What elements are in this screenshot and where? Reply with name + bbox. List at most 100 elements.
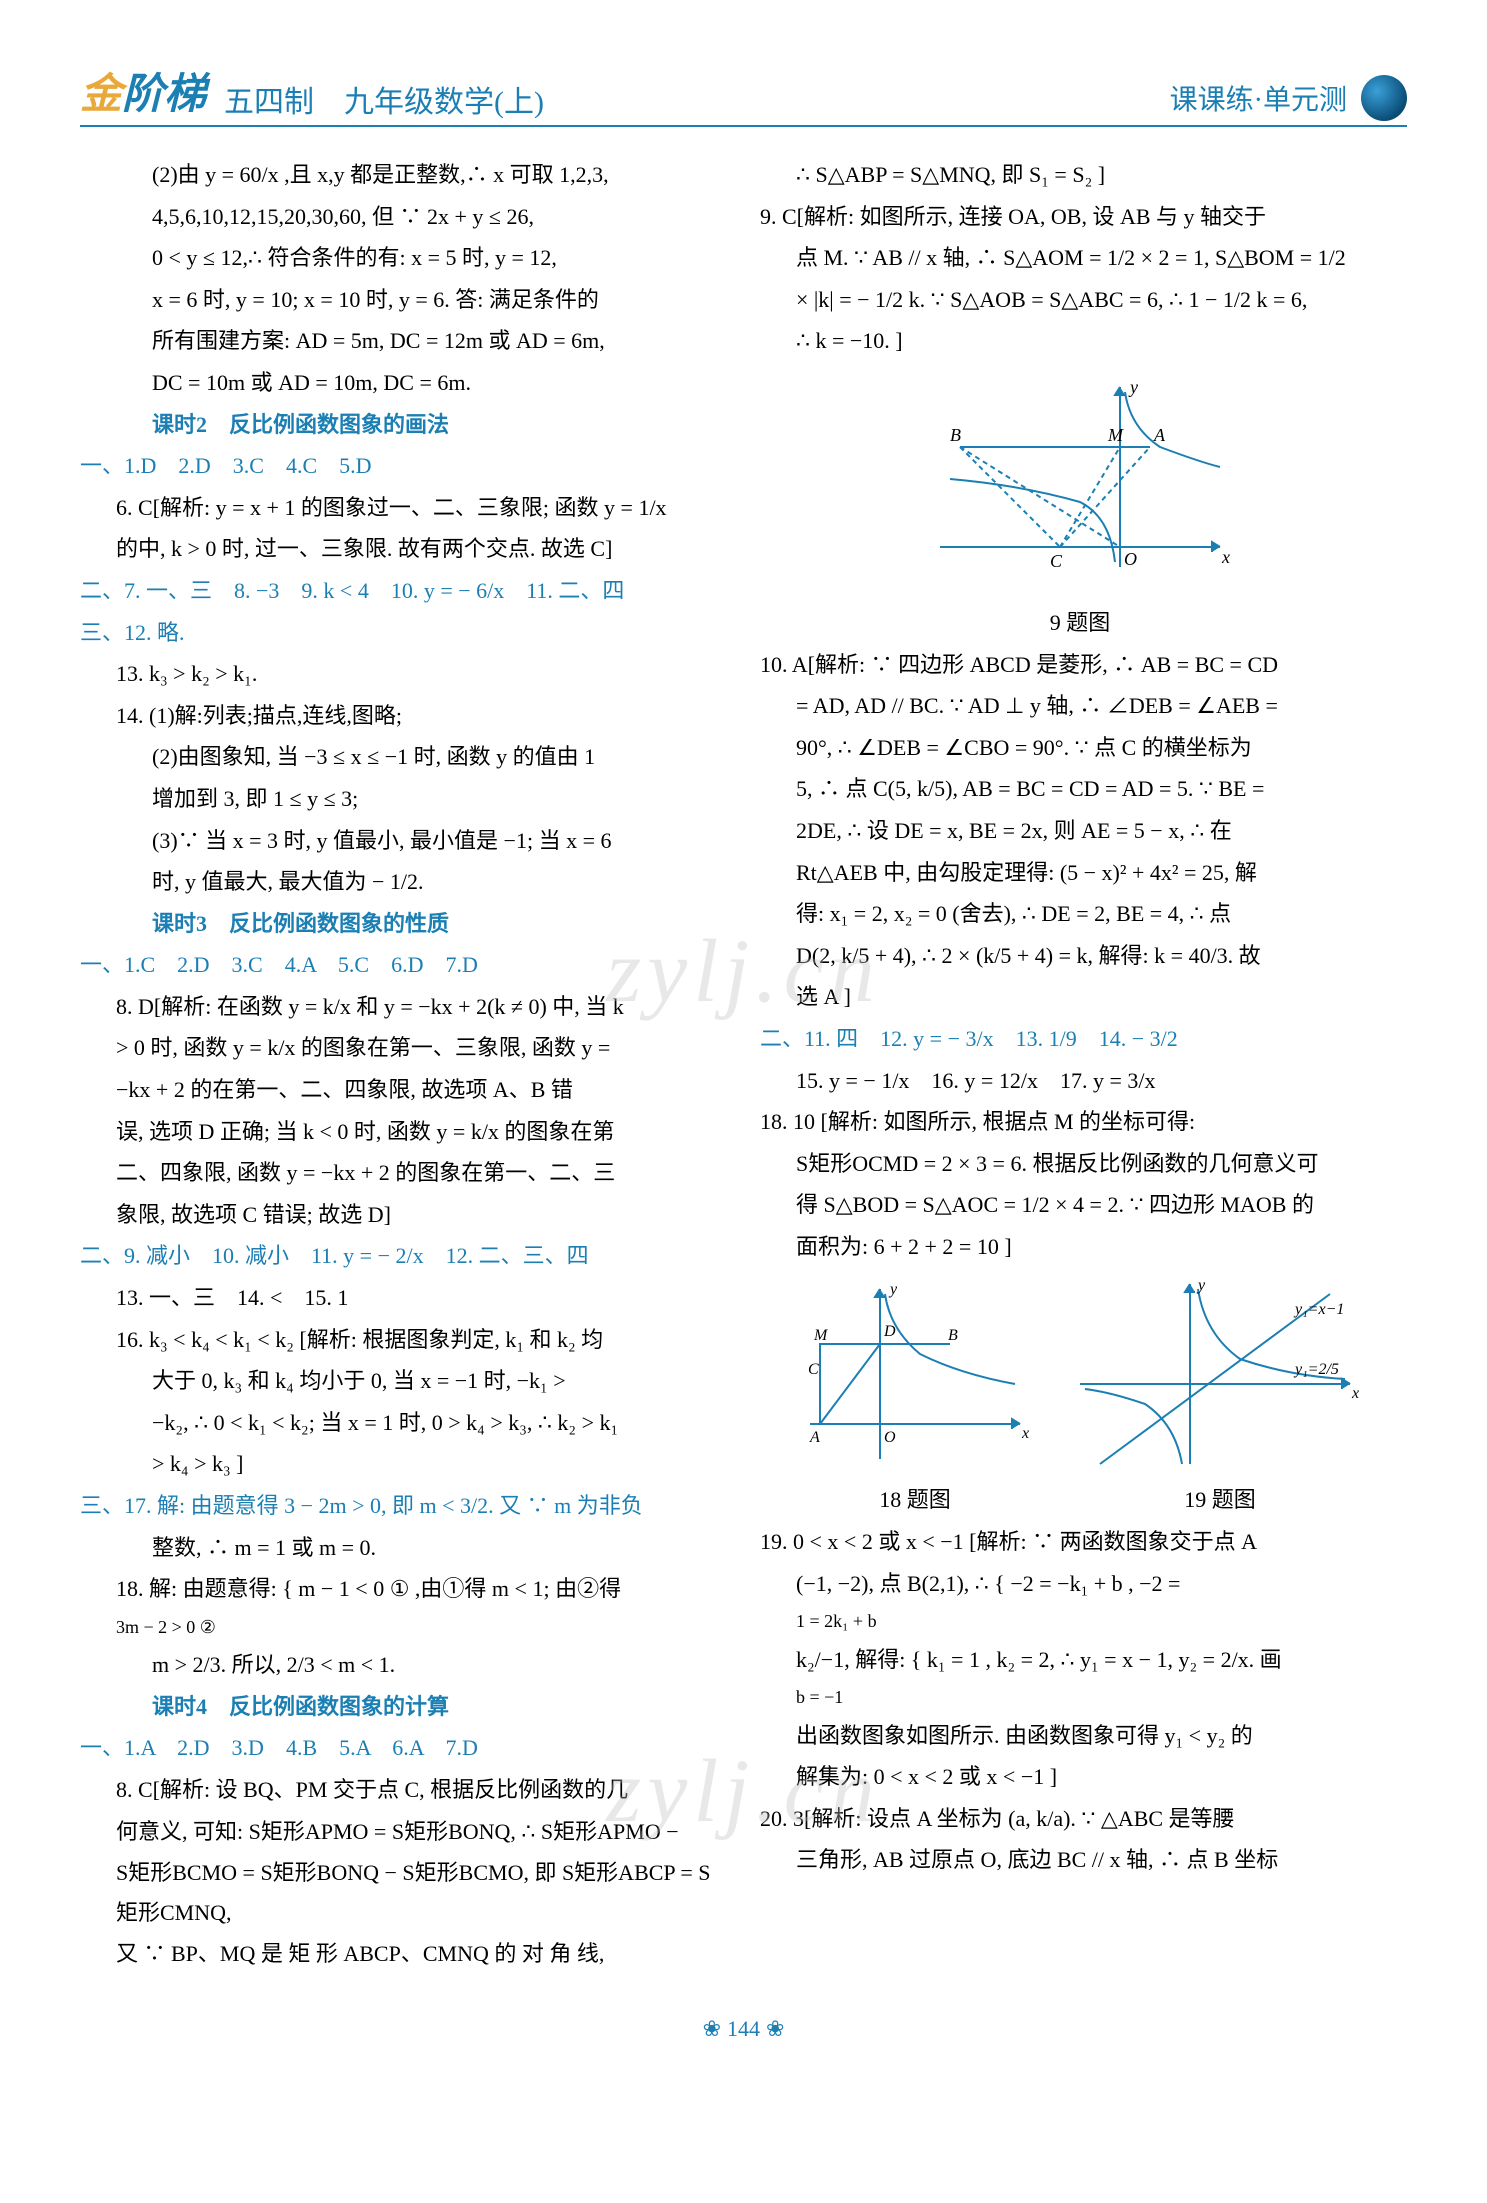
answer-row: 一、1.C 2.D 3.C 4.A 5.C 6.D 7.D [80,945,720,985]
text: 何意义, 可知: S矩形APMO = S矩形BONQ, ∴ S矩形APMO − [80,1812,720,1852]
svg-text:D: D [883,1323,896,1340]
text: (2)由图象知, 当 −3 ≤ x ≤ −1 时, 函数 y 的值由 1 [80,737,720,777]
text: = AD, AD // BC. ∵ AD ⊥ y 轴, ∴ ∠DEB = ∠AE… [760,686,1400,726]
text: 面积为: 6 + 2 + 2 = 10 ] [760,1227,1400,1267]
text: 0 < y ≤ 12,∴ 符合条件的有: x = 5 时, y = 12, [80,238,720,278]
text: 6. C[解析: y = x + 1 的图象过一、二、三象限; 函数 y = 1… [80,488,720,528]
text: 得 S△BOD = S△AOC = 1/2 × 4 = 2. ∵ 四边形 MAO… [760,1185,1400,1225]
svg-text:O: O [884,1429,896,1446]
svg-text:x: x [1221,547,1230,567]
text: 点 M. ∵ AB // x 轴, ∴ S△AOM = 1/2 × 2 = 1,… [760,238,1400,278]
header-title: 五四制 九年级数学(上) [224,77,544,121]
text: 时, y 值最大, 最大值为 − 1/2. [80,862,720,902]
text: 整数, ∴ m = 1 或 m = 0. [80,1528,720,1568]
svg-text:C: C [808,1361,819,1378]
text: 18. 解: 由题意得: { m − 1 < 0 ① ,由①得 m < 1; 由… [80,1569,720,1609]
text: 8. D[解析: 在函数 y = k/x 和 y = −kx + 2(k ≠ 0… [80,987,720,1027]
text: ∴ k = −10. ] [760,321,1400,361]
figure-18: M D B C O A x y [790,1274,1040,1474]
text: 14. (1)解:列表;描点,连线,图略; [80,696,720,736]
header-right: 课课练·单元测 [1170,75,1407,121]
answer-row: 二、9. 减小 10. 减小 11. y = − 2/x 12. 二、三、四 [80,1236,720,1276]
svg-text:B: B [948,1327,958,1344]
text: x = 6 时, y = 10; x = 10 时, y = 6. 答: 满足条… [80,280,720,320]
svg-text:O: O [1124,549,1137,569]
section-title: 课时2 反比例函数图象的画法 [80,405,720,445]
text: 8. C[解析: 设 BQ、PM 交于点 C, 根据反比例函数的几 [80,1770,720,1810]
figure-19: x y y₁=x−1 y₁=2/5 [1070,1274,1370,1474]
text: 又 ∵ BP、MQ 是 矩 形 ABCP、CMNQ 的 对 角 线, [80,1934,720,1974]
svg-text:B: B [950,425,961,445]
answer-row: 三、12. 略. [80,613,720,653]
text: (−1, −2), 点 B(2,1), ∴ { −2 = −k₁ + b , −… [760,1564,1400,1604]
text: 5, ∴ 点 C(5, k/5), AB = BC = CD = AD = 5.… [760,769,1400,809]
text: S矩形OCMD = 2 × 3 = 6. 根据反比例函数的几何意义可 [760,1144,1400,1184]
answer-row: 二、7. 一、三 8. −3 9. k < 4 10. y = − 6/x 11… [80,571,720,611]
text: × |k| = − 1/2 k. ∵ S△AOB = S△ABC = 6, ∴ … [760,280,1400,320]
text: b = −1 [760,1681,1400,1713]
svg-text:y: y [1196,1277,1206,1294]
svg-text:M: M [1107,425,1124,445]
section-title: 课时3 反比例函数图象的性质 [80,904,720,944]
svg-text:C: C [1050,551,1063,571]
text: 15. y = − 1/x 16. y = 12/x 17. y = 3/x [760,1061,1400,1101]
text: 的中, k > 0 时, 过一、三象限. 故有两个交点. 故选 C] [80,529,720,569]
text: −kx + 2 的在第一、二、四象限, 故选项 A、B 错 [80,1070,720,1110]
figure-9: B M A C O x y [920,367,1240,597]
logo: 金阶梯 [80,60,206,121]
text: 13. k₃ > k₂ > k₁. [80,654,720,694]
figure-caption: 19 题图 [1070,1480,1370,1520]
text: 出函数图象如图所示. 由函数图象可得 y₁ < y₂ 的 [760,1716,1400,1756]
section-title: 课时4 反比例函数图象的计算 [80,1687,720,1727]
text: D(2, k/5 + 4), ∴ 2 × (k/5 + 4) = k, 解得: … [760,936,1400,976]
text: 9. C[解析: 如图所示, 连接 OA, OB, 设 AB 与 y 轴交于 [760,197,1400,237]
text: m > 2/3. 所以, 2/3 < m < 1. [80,1645,720,1685]
text: 得: x₁ = 2, x₂ = 0 (舍去), ∴ DE = 2, BE = 4… [760,894,1400,934]
text: S矩形BCMO = S矩形BONQ − S矩形BCMO, 即 S矩形ABCP =… [80,1853,720,1932]
svg-text:y₁=2/5: y₁=2/5 [1293,1361,1339,1378]
answer-row: 一、1.D 2.D 3.C 4.C 5.D [80,446,720,486]
text: 90°, ∴ ∠DEB = ∠CBO = 90°. ∵ 点 C 的横坐标为 [760,728,1400,768]
svg-text:y: y [1128,377,1138,397]
text: (2)由 y = 60/x ,且 x,y 都是正整数,∴ x 可取 1,2,3, [80,155,720,195]
text: ∴ S△ABP = S△MNQ, 即 S₁ = S₂ ] [760,155,1400,195]
right-column: ∴ S△ABP = S△MNQ, 即 S₁ = S₂ ] 9. C[解析: 如图… [760,155,1400,1976]
text: 10. A[解析: ∵ 四边形 ABCD 是菱形, ∴ AB = BC = CD [760,645,1400,685]
text: 三、17. 解: 由题意得 3 − 2m > 0, 即 m < 3/2. 又 ∵… [80,1486,720,1526]
svg-text:x: x [1351,1385,1359,1402]
left-column: (2)由 y = 60/x ,且 x,y 都是正整数,∴ x 可取 1,2,3,… [80,155,720,1976]
text: 3m − 2 > 0 ② [80,1611,720,1643]
text: 选 A ] [760,977,1400,1017]
text: 13. 一、三 14. < 15. 1 [80,1278,720,1318]
answer-row: 二、11. 四 12. y = − 3/x 13. 1/9 14. − 3/2 [760,1019,1400,1059]
text: 2DE, ∴ 设 DE = x, BE = 2x, 则 AE = 5 − x, … [760,811,1400,851]
figure-caption: 18 题图 [790,1480,1040,1520]
text: 误, 选项 D 正确; 当 k < 0 时, 函数 y = k/x 的图象在第 [80,1112,720,1152]
svg-text:x: x [1021,1425,1029,1442]
text: 所有围建方案: AD = 5m, DC = 12m 或 AD = 6m, [80,321,720,361]
text: 二、四象限, 函数 y = −kx + 2 的图象在第一、二、三 [80,1153,720,1193]
answer-row: 一、1.A 2.D 3.D 4.B 5.A 6.A 7.D [80,1728,720,1768]
svg-text:y: y [888,1281,898,1298]
text: 20. 3[解析: 设点 A 坐标为 (a, k/a). ∵ △ABC 是等腰 [760,1799,1400,1839]
svg-text:y₁=x−1: y₁=x−1 [1293,1301,1344,1318]
text: −k₂, ∴ 0 < k₁ < k₂; 当 x = 1 时, 0 > k₄ > … [80,1403,720,1443]
text: DC = 10m 或 AD = 10m, DC = 6m. [80,363,720,403]
text: 4,5,6,10,12,15,20,30,60, 但 ∵ 2x + y ≤ 26… [80,197,720,237]
page-number: ❀ 144 ❀ [80,2016,1407,2042]
svg-text:M: M [813,1327,829,1344]
text: 增加到 3, 即 1 ≤ y ≤ 3; [80,779,720,819]
svg-text:A: A [809,1429,820,1446]
orb-icon [1361,75,1407,121]
text: 大于 0, k₃ 和 k₄ 均小于 0, 当 x = −1 时, −k₁ > [80,1361,720,1401]
text: > 0 时, 函数 y = k/x 的图象在第一、三象限, 函数 y = [80,1028,720,1068]
text: 18. 10 [解析: 如图所示, 根据点 M 的坐标可得: [760,1102,1400,1142]
text: 16. k₃ < k₄ < k₁ < k₂ [解析: 根据图象判定, k₁ 和 … [80,1320,720,1360]
text: 1 = 2k₁ + b [760,1605,1400,1637]
text: 19. 0 < x < 2 或 x < −1 [解析: ∵ 两函数图象交于点 A [760,1522,1400,1562]
text: 三角形, AB 过原点 O, 底边 BC // x 轴, ∴ 点 B 坐标 [760,1840,1400,1880]
text: 解集为: 0 < x < 2 或 x < −1 ] [760,1757,1400,1797]
text: k₂/−1, 解得: { k₁ = 1 , k₂ = 2, ∴ y₁ = x −… [760,1640,1400,1680]
text: > k₄ > k₃ ] [80,1444,720,1484]
text: (3)∵ 当 x = 3 时, y 值最小, 最小值是 −1; 当 x = 6 [80,821,720,861]
